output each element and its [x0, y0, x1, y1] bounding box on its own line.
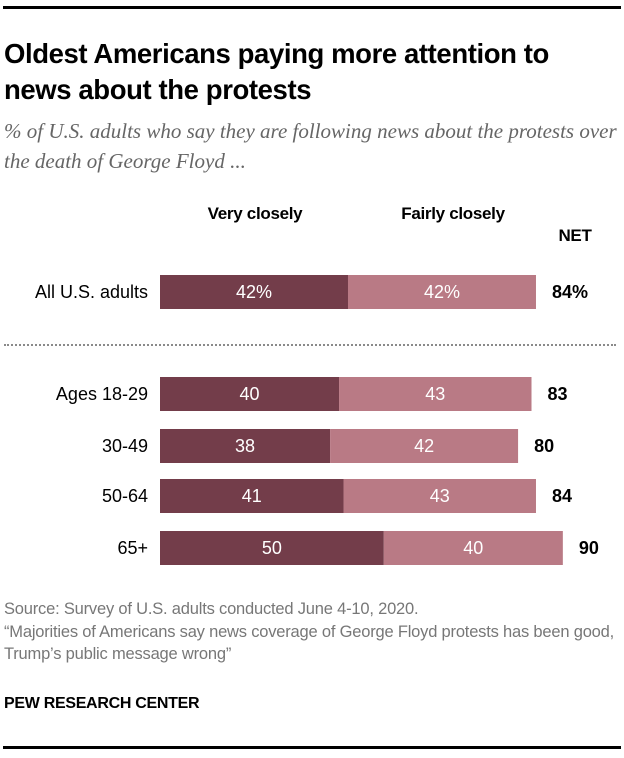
net-value-label: 90 [579, 538, 599, 558]
value-label-fairly-closely: 42% [424, 282, 460, 302]
source-line: Source: Survey of U.S. adults conducted … [4, 600, 419, 618]
column-header-fairly-closely: Fairly closely [401, 204, 505, 223]
net-value-label: 84 [552, 486, 572, 506]
source-note: Source: Survey of U.S. adults conducted … [4, 598, 620, 666]
bar-fairly-closely [330, 429, 519, 463]
chart-subtitle: % of U.S. adults who say they are follow… [4, 119, 617, 173]
column-header-very-closely: Very closely [207, 204, 303, 223]
net-value-label: 83 [548, 384, 568, 404]
bar-very-closely [160, 377, 340, 411]
report-title: “Majorities of Americans say news covera… [4, 622, 615, 664]
bottom-rule [3, 746, 621, 749]
pew-logo-text: PEW RESEARCH CENTER [4, 695, 200, 712]
bar-very-closely [160, 479, 344, 513]
category-label: Ages 18-29 [56, 384, 148, 404]
value-label-fairly-closely: 40 [463, 538, 483, 558]
value-label-fairly-closely: 42 [414, 436, 434, 456]
bar-very-closely [160, 531, 384, 565]
category-label: 50-64 [102, 486, 148, 506]
net-value-label: 80 [534, 436, 554, 456]
bar-fairly-closely [343, 479, 536, 513]
value-label-very-closely: 50 [262, 538, 282, 558]
category-label: All U.S. adults [35, 282, 148, 302]
chart-title: Oldest Americans paying more attention t… [4, 38, 549, 105]
value-label-very-closely: 40 [240, 384, 260, 404]
top-rule [3, 6, 621, 9]
bar-very-closely [160, 429, 331, 463]
bar-fairly-closely [339, 377, 532, 411]
value-label-fairly-closely: 43 [430, 486, 450, 506]
category-label: 30-49 [102, 436, 148, 456]
net-value-label: 84% [552, 282, 588, 302]
value-label-very-closely: 41 [242, 486, 262, 506]
category-label: 65+ [117, 538, 148, 558]
value-label-fairly-closely: 43 [425, 384, 445, 404]
bar-very-closely [160, 275, 348, 309]
group-separator [4, 344, 616, 346]
column-header-net: NET [558, 226, 592, 245]
value-label-very-closely: 38 [235, 436, 255, 456]
value-label-very-closely: 42% [236, 282, 272, 302]
bar-fairly-closely [347, 275, 536, 309]
bar-fairly-closely [383, 531, 563, 565]
